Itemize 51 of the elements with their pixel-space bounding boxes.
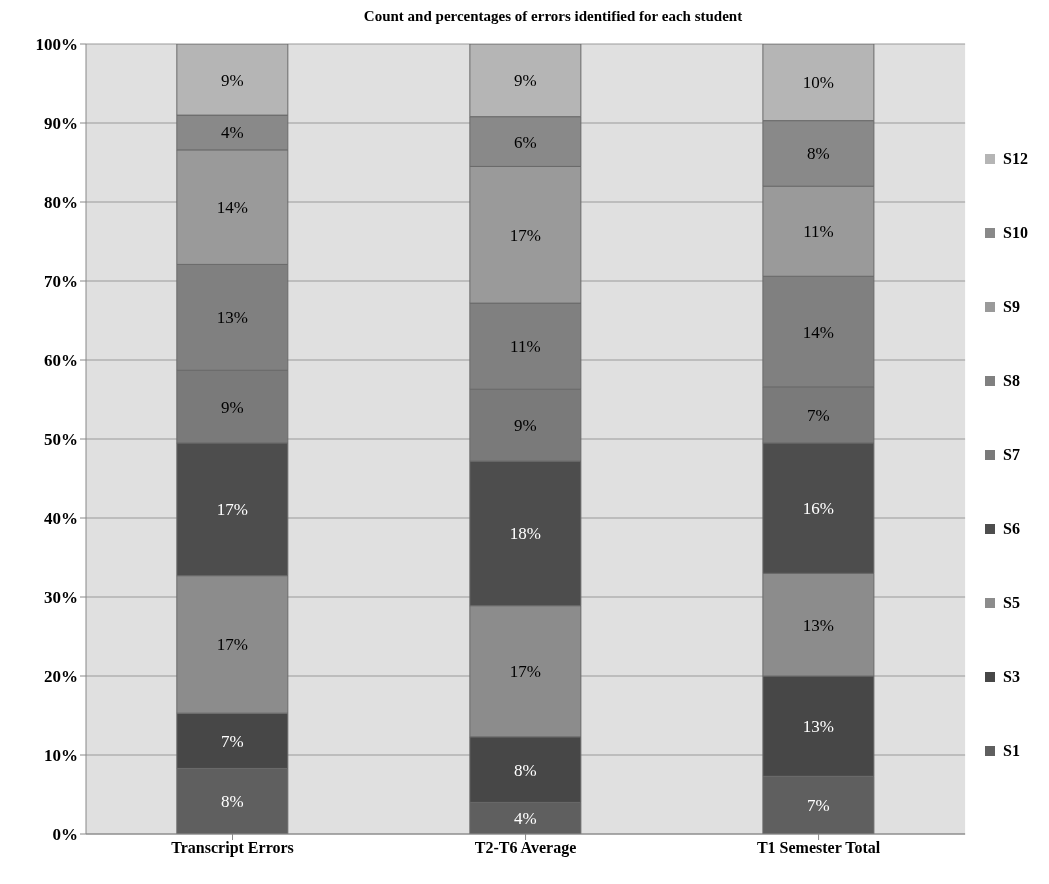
chart-title: Count and percentages of errors identified for each student — [362, 8, 744, 26]
data-label: 14% — [216, 198, 248, 218]
data-label: 17% — [216, 635, 248, 655]
data-label: 13% — [216, 308, 248, 328]
y-tick-label: 100% — [35, 35, 78, 55]
data-label: 8% — [807, 144, 830, 164]
data-label: 11% — [510, 337, 541, 357]
data-label: 16% — [802, 499, 834, 519]
legend-label: S8 — [1003, 372, 1020, 390]
legend-label: S7 — [1003, 446, 1020, 464]
legend-label: S5 — [1003, 594, 1020, 612]
data-label: 7% — [807, 405, 830, 425]
data-label: 14% — [802, 322, 834, 342]
legend-label: S10 — [1003, 224, 1028, 242]
data-label: 13% — [802, 615, 834, 635]
data-label: 13% — [802, 717, 834, 737]
data-label: 9% — [514, 71, 537, 91]
x-tick-label: T2-T6 Average — [474, 839, 577, 858]
x-tick-label: T1 Semester Total — [756, 839, 881, 857]
data-label: 17% — [509, 225, 541, 245]
legend-label: S12 — [1003, 150, 1028, 168]
y-tick-label: 10% — [44, 746, 78, 766]
data-label: 9% — [514, 416, 537, 436]
data-label: 4% — [221, 123, 244, 143]
y-tick-label: 50% — [44, 430, 78, 450]
y-tick-label: 30% — [44, 588, 78, 608]
data-label: 10% — [802, 73, 834, 93]
data-label: 6% — [514, 132, 537, 152]
y-tick-label: 80% — [44, 193, 78, 213]
legend-label: S1 — [1003, 742, 1020, 760]
data-label: 18% — [509, 524, 541, 544]
x-tick-label: Transcript Errors — [171, 839, 294, 858]
data-label: 8% — [514, 760, 537, 780]
y-tick-label: 20% — [44, 667, 78, 687]
data-label: 17% — [216, 500, 248, 520]
data-label: 7% — [807, 796, 830, 816]
data-label: 7% — [221, 731, 244, 751]
data-label: 8% — [221, 792, 244, 812]
data-label: 9% — [221, 70, 244, 90]
legend-label: S3 — [1003, 668, 1020, 686]
data-label: 4% — [514, 809, 537, 829]
y-tick-label: 40% — [44, 509, 78, 529]
y-tick-label: 0% — [52, 825, 78, 845]
data-label: 11% — [803, 222, 834, 242]
legend-label: S9 — [1003, 298, 1020, 316]
y-tick-label: 70% — [44, 272, 78, 292]
data-label: 17% — [509, 662, 541, 682]
y-tick-label: 90% — [44, 114, 78, 134]
y-tick-label: 60% — [44, 351, 78, 371]
legend-label: S6 — [1003, 520, 1020, 538]
data-label: 9% — [221, 397, 244, 417]
